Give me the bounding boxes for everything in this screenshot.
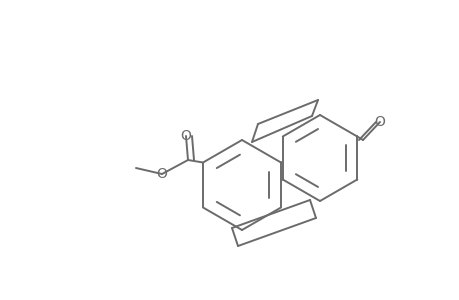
Text: O: O [374, 115, 385, 129]
Text: O: O [180, 129, 191, 143]
Text: O: O [156, 167, 167, 181]
